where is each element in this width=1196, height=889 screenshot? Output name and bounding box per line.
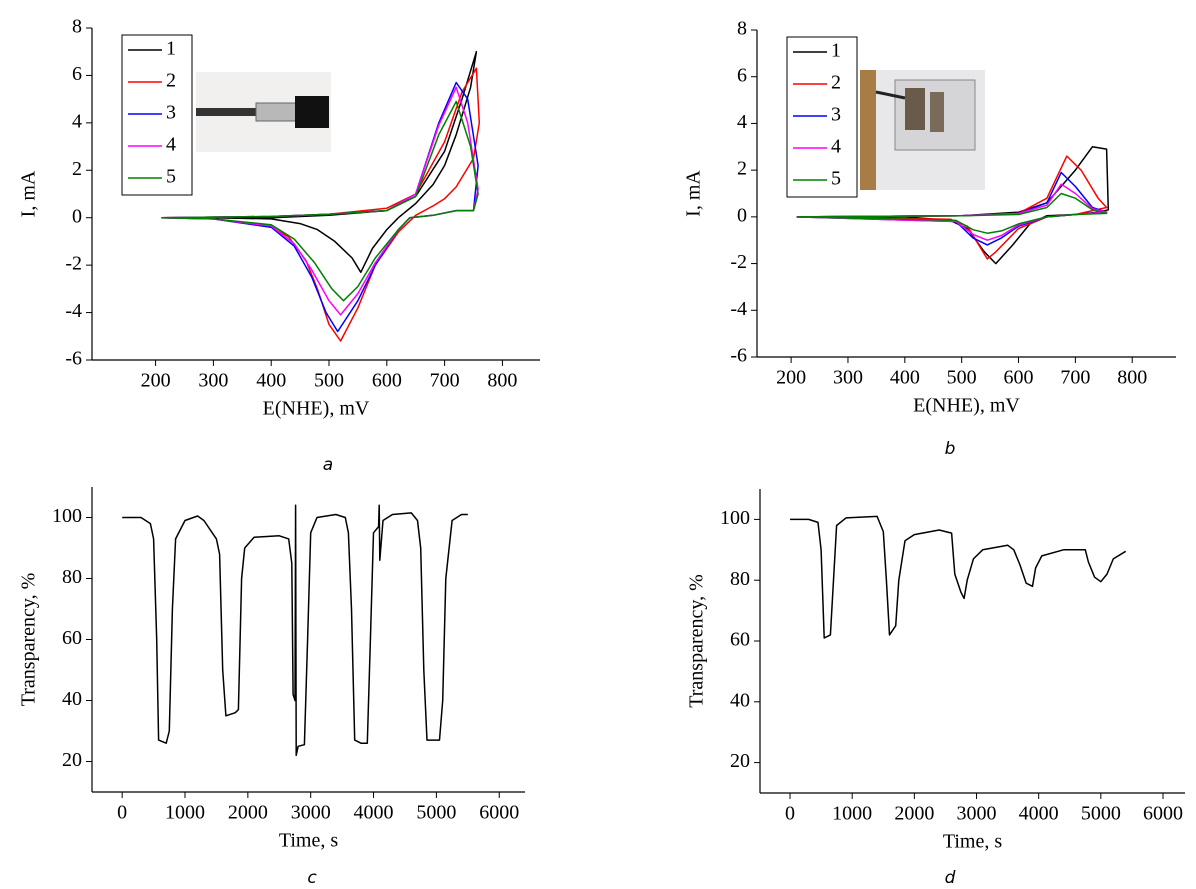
caption: b — [945, 439, 956, 459]
y-axis-title: I, mA — [18, 170, 40, 217]
chart: -6 -4 -2 0 2 4 6 8 200 300 400 500 600 700 800 E(NHE), … — [683, 18, 1176, 459]
x-tick-label: 5000 — [416, 802, 456, 824]
x-axis-title: E(NHE), mV — [913, 395, 1020, 417]
y-tick-label: 0 — [737, 204, 747, 226]
y-tick-label: 20 — [62, 749, 82, 771]
legend-label: 2 — [831, 72, 841, 94]
x-tick-label: 6000 — [1143, 803, 1183, 825]
x-tick-label: 300 — [198, 370, 228, 392]
caption: a — [323, 455, 333, 475]
x-tick-label: 600 — [372, 370, 402, 392]
series-line — [796, 192, 1108, 234]
x-tick-label: 600 — [1004, 367, 1034, 389]
legend-label: 2 — [166, 70, 176, 92]
x-tick-label: 4000 — [1019, 803, 1059, 825]
y-tick-label: 40 — [62, 688, 82, 710]
y-tick-label: 60 — [62, 627, 82, 649]
legend-label: 4 — [831, 136, 841, 158]
x-tick-label: 400 — [890, 367, 920, 389]
y-tick-label: 20 — [730, 750, 750, 772]
x-tick-label: 5000 — [1081, 803, 1121, 825]
x-tick-label: 6000 — [479, 802, 519, 824]
x-tick-label: 3000 — [957, 803, 997, 825]
y-tick-label: 60 — [730, 629, 750, 651]
y-axis-title: Transparency, % — [18, 573, 40, 707]
legend-label: 4 — [166, 134, 176, 156]
x-tick-label: 400 — [256, 370, 286, 392]
y-tick-label: 40 — [730, 689, 750, 711]
y-tick-label: 6 — [737, 64, 747, 86]
y-tick-label: -2 — [65, 253, 82, 275]
legend: 1 2 3 4 5 — [786, 36, 858, 198]
y-tick-label: 80 — [730, 568, 750, 590]
y-tick-label: -6 — [730, 345, 747, 367]
legend-box — [121, 34, 193, 196]
y-tick-label: -4 — [730, 298, 747, 320]
inset-photo-b — [860, 70, 985, 190]
caption: c — [307, 868, 317, 888]
y-tick-label: -2 — [730, 251, 747, 273]
legend-label: 1 — [166, 38, 176, 60]
series-line — [122, 504, 468, 757]
x-axis-title: Time, s — [279, 830, 339, 852]
legend: 1 2 3 4 5 — [121, 34, 193, 196]
inset-photo-a — [196, 72, 331, 152]
y-tick-label: 8 — [72, 16, 82, 38]
series-line — [161, 100, 479, 302]
y-tick-label: 2 — [737, 158, 747, 180]
y-tick-label: 0 — [72, 205, 82, 227]
x-tick-label: 200 — [141, 370, 171, 392]
y-tick-label: 8 — [737, 18, 747, 40]
y-tick-label: 6 — [72, 63, 82, 85]
y-tick-label: 4 — [72, 110, 82, 132]
y-axis-title: Transparency, % — [686, 574, 708, 708]
x-tick-label: 3000 — [291, 802, 331, 824]
x-tick-label: 4000 — [354, 802, 394, 824]
x-tick-label: 200 — [776, 367, 806, 389]
x-axis-title: Time, s — [943, 831, 1003, 853]
x-tick-label: 2000 — [228, 802, 268, 824]
x-axis-title: E(NHE), mV — [263, 398, 370, 420]
legend-label: 5 — [831, 168, 841, 190]
x-tick-label: 2000 — [894, 803, 934, 825]
legend-label: 3 — [831, 104, 841, 126]
y-tick-label: 100 — [720, 507, 750, 529]
y-tick-label: 100 — [52, 505, 82, 527]
y-tick-label: 4 — [737, 111, 747, 133]
x-tick-label: 0 — [785, 803, 795, 825]
series-line — [790, 515, 1127, 639]
x-tick-label: 700 — [1060, 367, 1090, 389]
x-tick-label: 500 — [314, 370, 344, 392]
y-tick-label: 80 — [62, 566, 82, 588]
x-tick-label: 800 — [1117, 367, 1147, 389]
legend-label: 5 — [166, 166, 176, 188]
x-tick-label: 1000 — [832, 803, 872, 825]
x-tick-label: 1000 — [165, 802, 205, 824]
legend-label: 3 — [166, 102, 176, 124]
y-axis-title: I, mA — [683, 170, 705, 217]
caption: d — [945, 868, 956, 888]
x-tick-label: 800 — [487, 370, 517, 392]
y-tick-label: -4 — [65, 300, 82, 322]
chart: -6 -4 -2 0 2 4 6 8 200 300 400 500 600 700 800 E(NHE), … — [18, 16, 540, 475]
x-tick-label: 500 — [947, 367, 977, 389]
x-tick-label: 300 — [833, 367, 863, 389]
x-tick-label: 700 — [430, 370, 460, 392]
x-tick-label: 0 — [117, 802, 127, 824]
y-tick-label: 2 — [72, 158, 82, 180]
y-tick-label: -6 — [65, 348, 82, 370]
legend-label: 1 — [831, 40, 841, 62]
legend-box — [786, 36, 858, 198]
